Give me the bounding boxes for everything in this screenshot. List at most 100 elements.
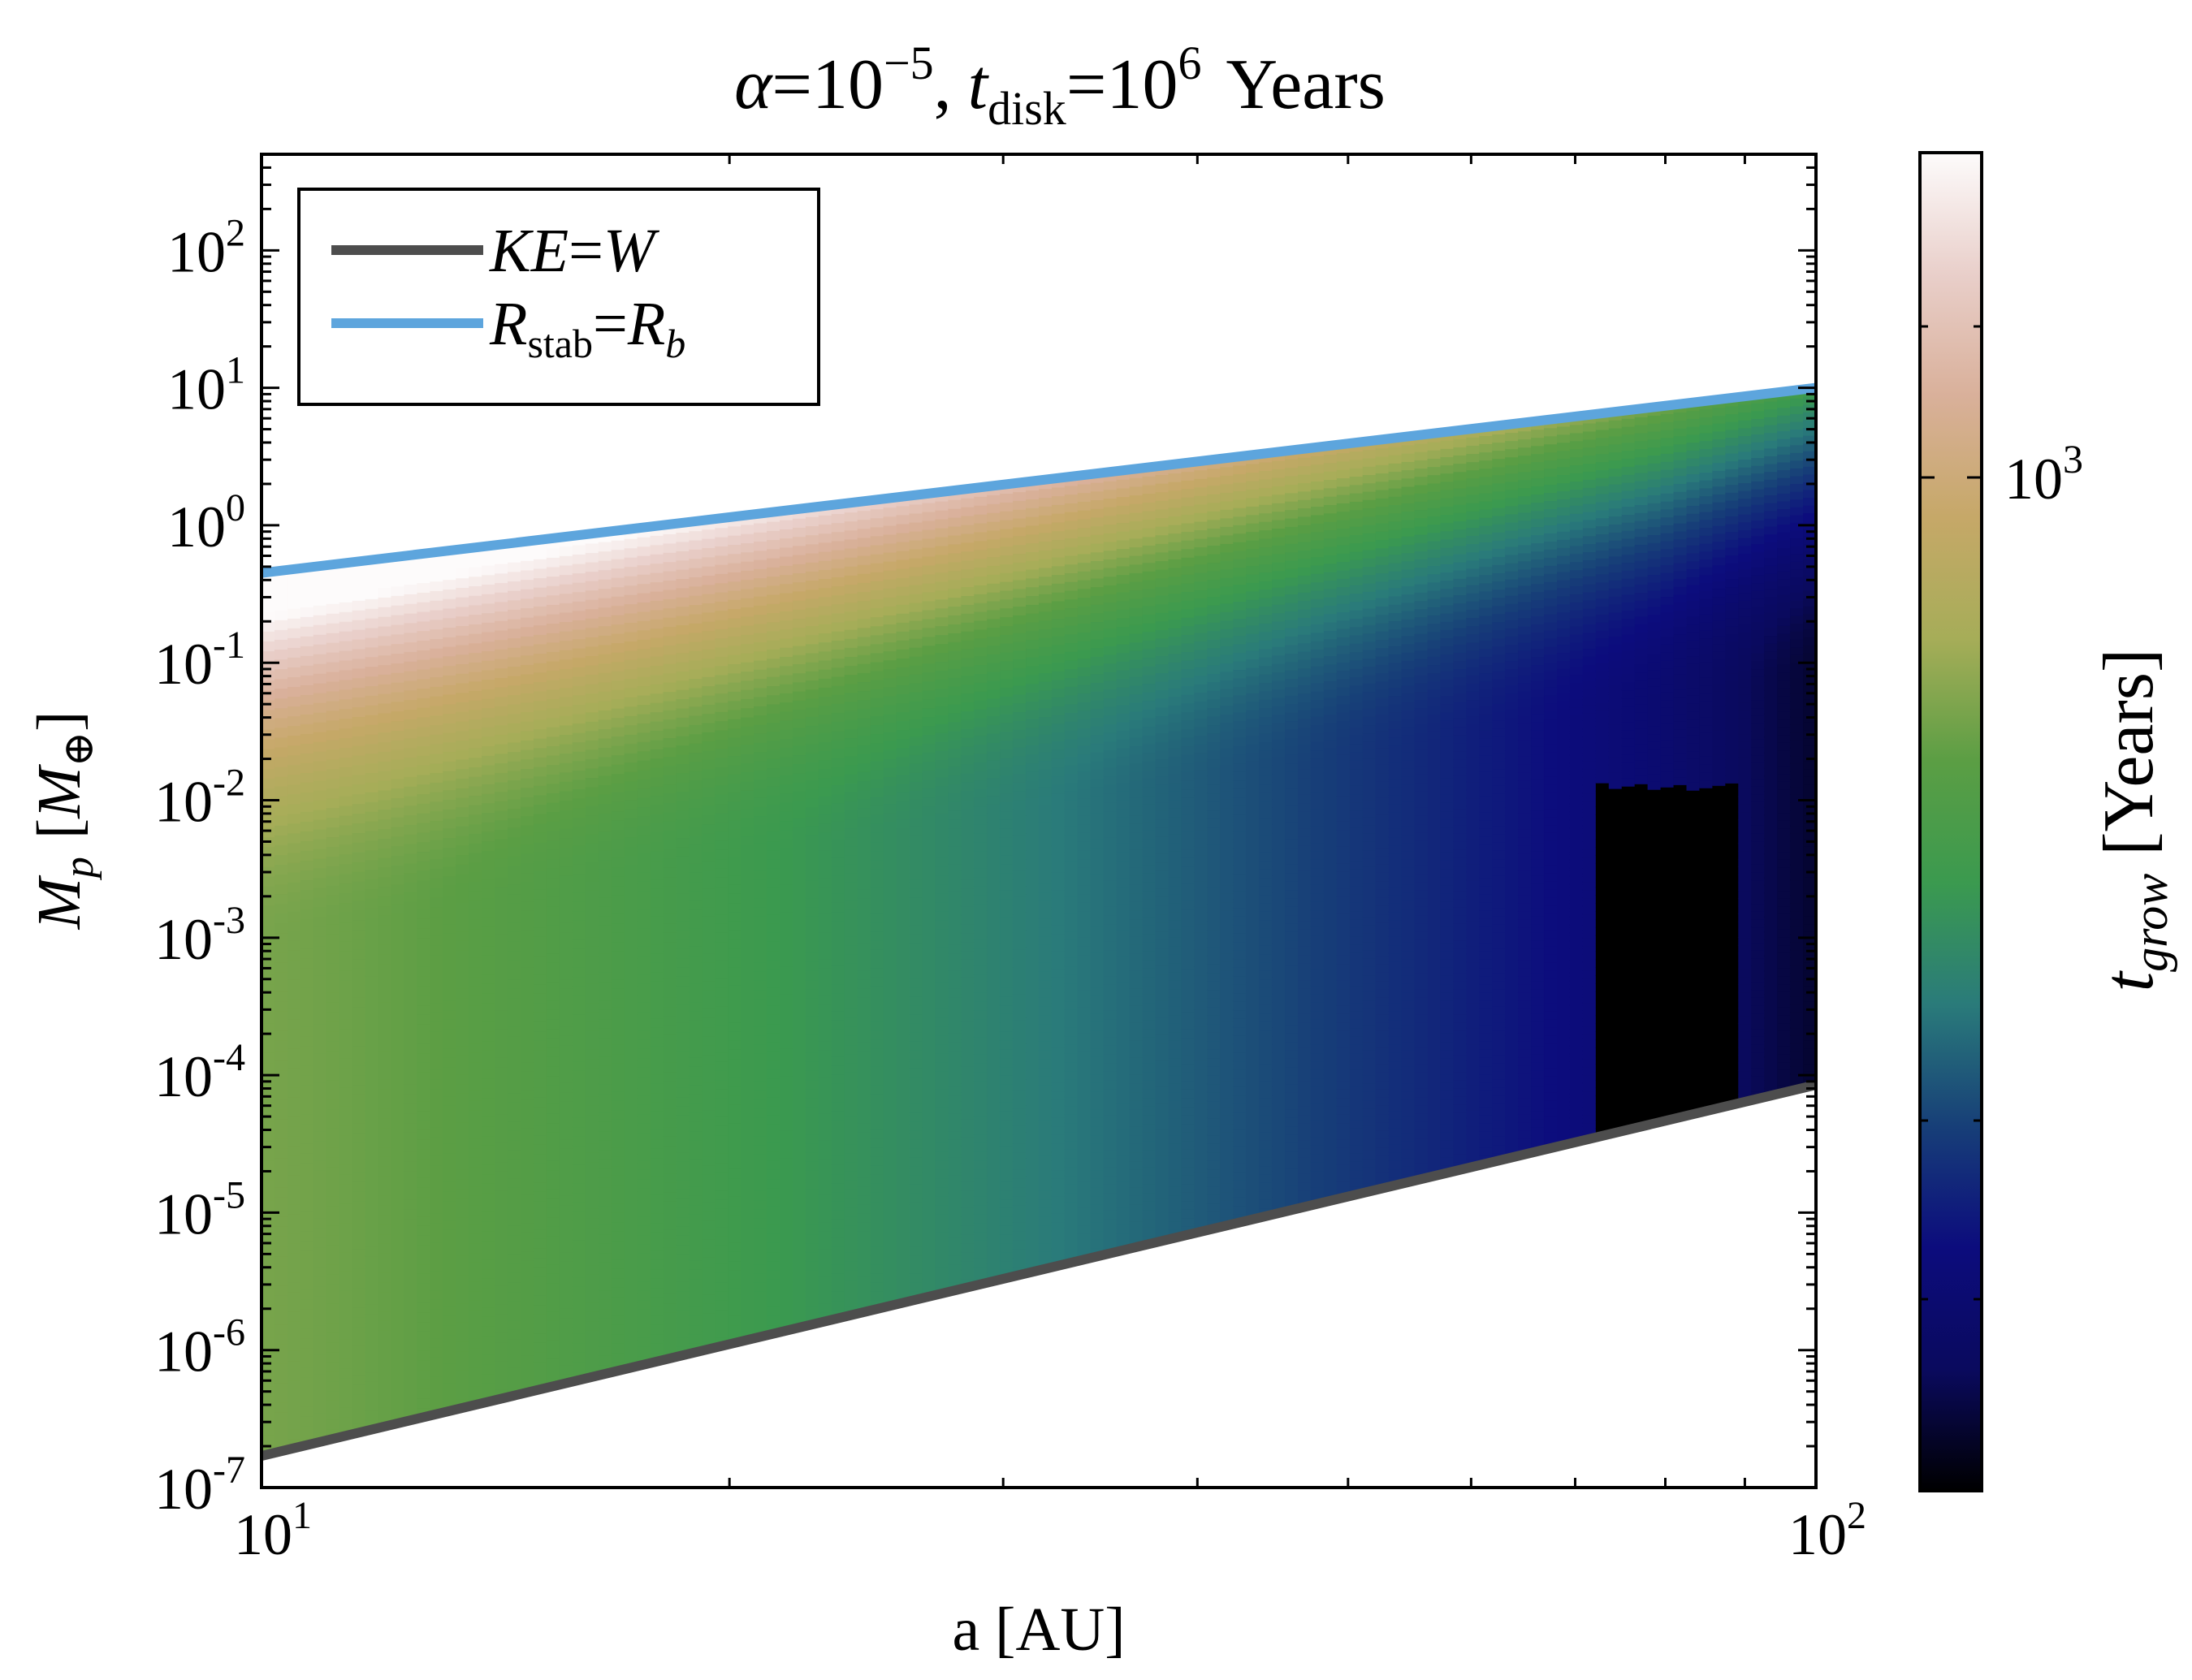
- heatmap-cell: [391, 778, 405, 789]
- heatmap-cell: [754, 788, 767, 798]
- heatmap-cell: [922, 832, 936, 843]
- heatmap-cell: [637, 750, 651, 761]
- heatmap-cell: [598, 728, 612, 739]
- heatmap-cell: [533, 775, 547, 786]
- heatmap-cell: [352, 1374, 366, 1385]
- heatmap-cell: [767, 1123, 780, 1134]
- heatmap-cell: [857, 699, 871, 710]
- heatmap-cell: [559, 1138, 573, 1149]
- heatmap-cell: [404, 853, 418, 864]
- heatmap-cell: [352, 590, 366, 601]
- heatmap-cell: [456, 1045, 469, 1056]
- heatmap-cell: [533, 1172, 547, 1183]
- heatmap-cell: [404, 689, 418, 701]
- heatmap-cell: [689, 807, 703, 818]
- heatmap-cell: [702, 685, 716, 696]
- heatmap-cell: [365, 1139, 379, 1151]
- heatmap-cell: [948, 944, 962, 954]
- heatmap-cell: [870, 1138, 884, 1148]
- heatmap-cell: [456, 1216, 469, 1228]
- heatmap-cell: [624, 1321, 638, 1332]
- heatmap-cell: [741, 680, 754, 690]
- heatmap-cell: [559, 1007, 573, 1017]
- heatmap-cell: [870, 859, 884, 870]
- heatmap-cell: [417, 1311, 431, 1323]
- heatmap-cell: [546, 1329, 560, 1341]
- heatmap-cell: [780, 811, 793, 822]
- heatmap-cell: [715, 969, 729, 979]
- heatmap-cell: [391, 1077, 405, 1087]
- heatmap-cell: [559, 1120, 573, 1130]
- heatmap-cell: [287, 891, 301, 902]
- heatmap-cell: [585, 1021, 599, 1031]
- heatmap-cell: [805, 725, 819, 736]
- heatmap-cell: [715, 1263, 729, 1273]
- heatmap-cell: [274, 1147, 288, 1159]
- heatmap-cell: [922, 797, 936, 807]
- heatmap-cell: [404, 747, 418, 758]
- heatmap-cell: [533, 681, 547, 692]
- heatmap-cell: [274, 1255, 288, 1267]
- heatmap-cell: [287, 832, 301, 844]
- heatmap-cell: [689, 1029, 703, 1039]
- heatmap-cell: [508, 874, 521, 885]
- heatmap-cell: [624, 1349, 638, 1359]
- heatmap-cell: [857, 681, 871, 692]
- heatmap-cell: [521, 881, 534, 892]
- heatmap-cell: [624, 1060, 638, 1070]
- heatmap-cell: [922, 600, 936, 611]
- heatmap-cell: [274, 1363, 288, 1374]
- heatmap-cell: [326, 1390, 340, 1401]
- heatmap-cell: [883, 516, 897, 526]
- heatmap-cell: [404, 1208, 418, 1220]
- heatmap-cell: [831, 603, 845, 614]
- heatmap-cell: [831, 730, 845, 741]
- heatmap-cell: [443, 655, 457, 667]
- heatmap-cell: [391, 1153, 405, 1164]
- heatmap-cell: [339, 873, 353, 884]
- heatmap-cell: [728, 875, 741, 885]
- heatmap-cell: [689, 1333, 703, 1344]
- heatmap-cell: [974, 1027, 988, 1038]
- heatmap-cell: [870, 733, 884, 744]
- heatmap-cell: [430, 1116, 444, 1128]
- heatmap-cell: [430, 916, 444, 926]
- heatmap-cell: [572, 572, 586, 583]
- heatmap-cell: [844, 584, 858, 594]
- heatmap-cell: [417, 650, 431, 660]
- heatmap-cell: [883, 695, 897, 706]
- heatmap-cell: [443, 923, 457, 934]
- heatmap-cell: [313, 809, 327, 820]
- heatmap-cell: [326, 594, 340, 604]
- heatmap-cell: [533, 672, 547, 682]
- heatmap-cell: [818, 1004, 832, 1014]
- heatmap-cell: [663, 941, 677, 952]
- heatmap-cell: [417, 1379, 431, 1389]
- heatmap-cell: [883, 1036, 897, 1047]
- heatmap-cell: [780, 875, 793, 885]
- heatmap-cell: [339, 1125, 353, 1136]
- heatmap-cell: [831, 1209, 845, 1220]
- heatmap-cell: [404, 1363, 418, 1373]
- heatmap-cell: [818, 668, 832, 679]
- heatmap-cell: [287, 706, 301, 717]
- heatmap-cell: [780, 1221, 793, 1232]
- heatmap-cell: [533, 653, 547, 663]
- heatmap-cell: [274, 1246, 288, 1257]
- heatmap-cell: [650, 1073, 664, 1084]
- heatmap-cell: [792, 1291, 806, 1302]
- heatmap-cell: [676, 587, 690, 598]
- heatmap-cell: [870, 697, 884, 707]
- heatmap-cell: [521, 862, 534, 874]
- heatmap-cell: [585, 1320, 599, 1331]
- heatmap-cell: [495, 1208, 508, 1220]
- heatmap-cell: [780, 592, 793, 602]
- heatmap-cell: [715, 987, 729, 998]
- heatmap-cell: [495, 866, 508, 878]
- heatmap-cell: [378, 818, 392, 830]
- heatmap-cell: [728, 801, 741, 811]
- heatmap-cell: [559, 1082, 573, 1093]
- heatmap-cell: [495, 1009, 508, 1020]
- heatmap-cell: [417, 1168, 431, 1178]
- heatmap-cell: [831, 1300, 845, 1311]
